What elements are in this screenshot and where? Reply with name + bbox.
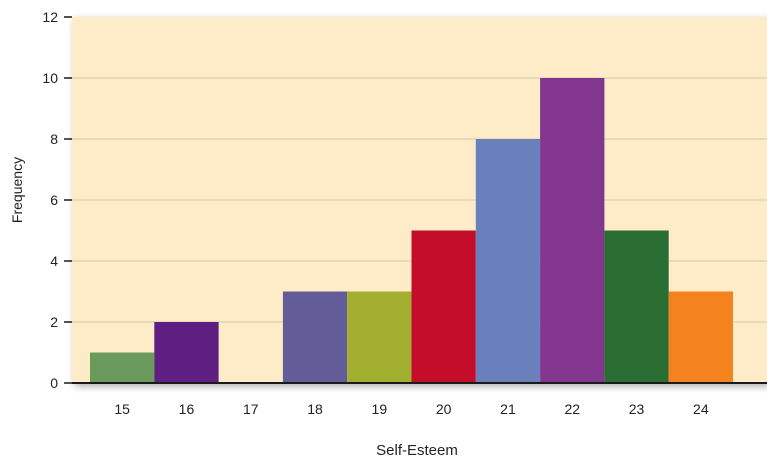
x-tick-label: 20 <box>436 401 452 417</box>
y-tick-label: 8 <box>50 131 58 147</box>
bars <box>90 78 733 383</box>
x-tick-label: 16 <box>179 401 195 417</box>
y-tick-labels: 0 2 4 6 8 10 12 <box>42 9 58 391</box>
bar-22 <box>540 78 605 383</box>
y-tick-label: 12 <box>42 9 58 25</box>
bar-20 <box>411 230 476 383</box>
bar-15 <box>90 352 155 383</box>
y-tick-label: 4 <box>50 253 58 269</box>
y-tick-label: 10 <box>42 70 58 86</box>
x-axis-label: Self-Esteem <box>376 442 458 459</box>
x-tick-label: 23 <box>629 401 645 417</box>
bar-19 <box>347 291 412 383</box>
x-tick-label: 19 <box>372 401 388 417</box>
y-axis-label: Frequency <box>9 157 25 223</box>
y-tick-label: 0 <box>50 375 58 391</box>
x-tick-labels: 15 16 17 18 19 20 21 22 23 24 <box>114 401 708 417</box>
bar-24 <box>668 291 733 383</box>
x-tick-label: 17 <box>243 401 259 417</box>
bar-21 <box>475 139 541 383</box>
x-tick-label: 24 <box>693 401 709 417</box>
bar-18 <box>282 291 348 383</box>
x-tick-label: 18 <box>307 401 323 417</box>
x-tick-label: 22 <box>564 401 580 417</box>
x-tick-label: 21 <box>500 401 516 417</box>
y-tick-label: 6 <box>50 192 58 208</box>
y-tick-label: 2 <box>50 314 58 330</box>
x-tick-label: 15 <box>114 401 130 417</box>
bar-23 <box>604 230 669 383</box>
bar-16 <box>154 322 219 383</box>
